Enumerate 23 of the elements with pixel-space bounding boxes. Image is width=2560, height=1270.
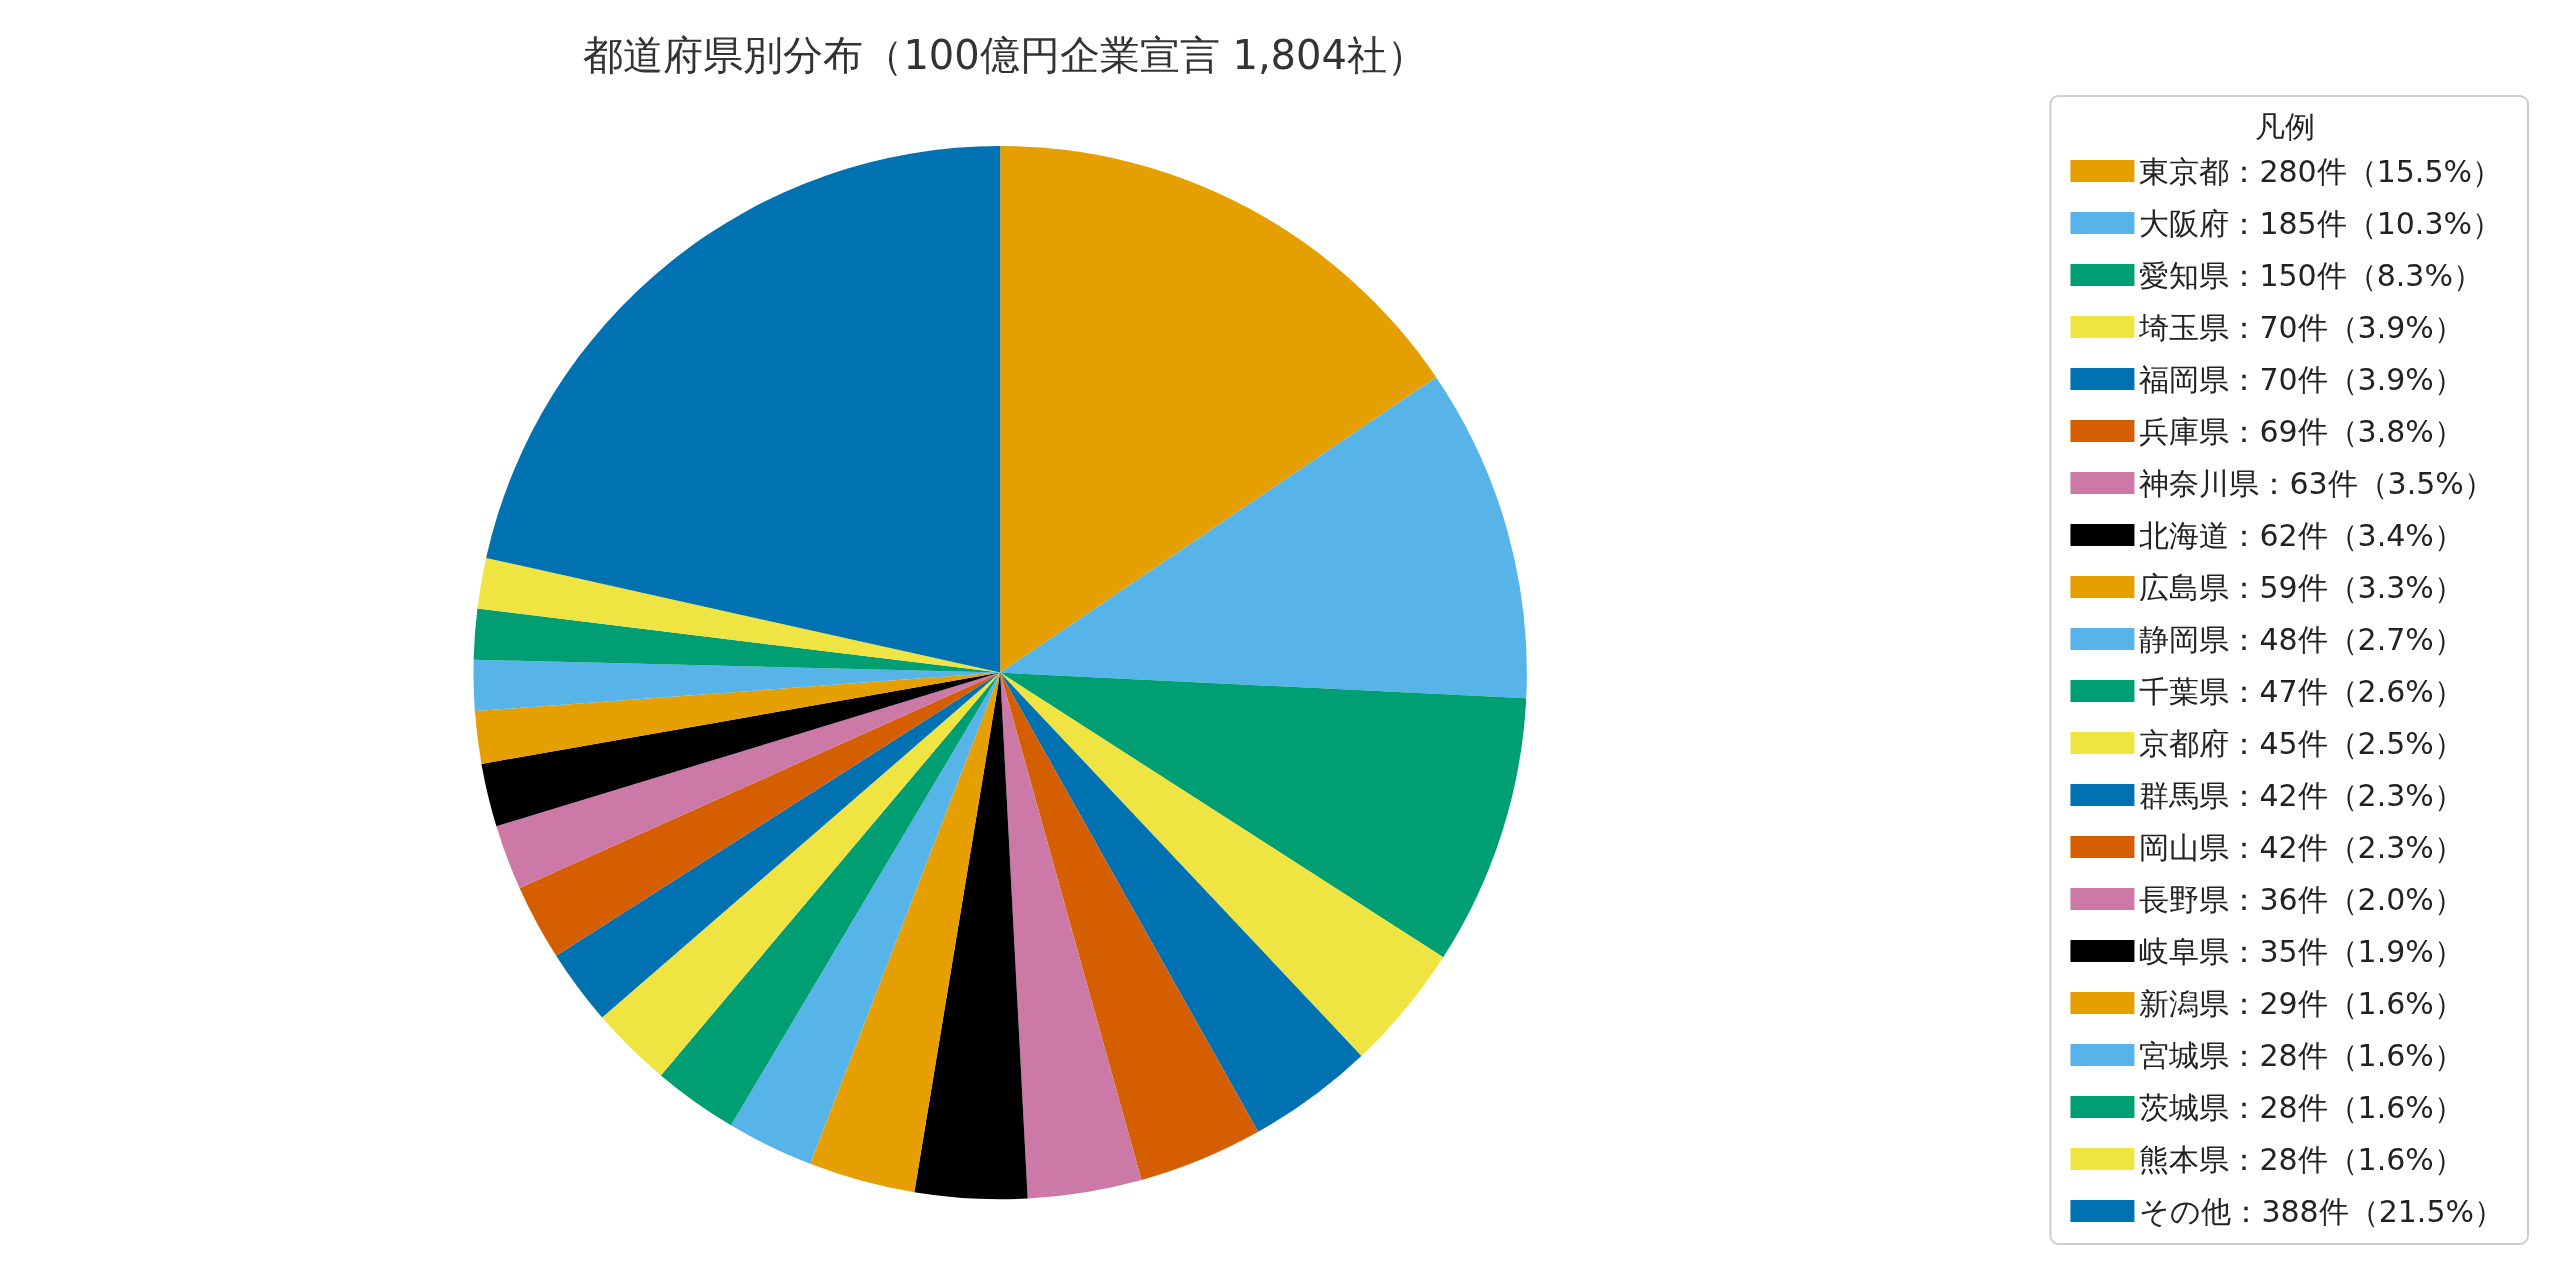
legend-label: 東京都：280件（15.5%）: [2139, 153, 2503, 189]
legend-label: 新潟県：29件（1.6%）: [2139, 985, 2464, 1021]
legend-label: 茨城県：28件（1.6%）: [2139, 1089, 2464, 1125]
legend-label: 静岡県：48件（2.7%）: [2139, 621, 2464, 657]
chart-title: 都道府県別分布（100億円企業宣言 1,804社）: [583, 32, 1427, 78]
legend-label: 長野県：36件（2.0%）: [2139, 881, 2464, 917]
legend-label: 群馬県：42件（2.3%）: [2139, 777, 2464, 813]
legend-label: 大阪府：185件（10.3%）: [2139, 205, 2503, 241]
legend-label: 岐阜県：35件（1.9%）: [2139, 933, 2464, 969]
legend-label: 神奈川県：63件（3.5%）: [2139, 465, 2494, 501]
legend-label: 愛知県：150件（8.3%）: [2139, 257, 2483, 293]
legend-label: 福岡県：70件（3.9%）: [2139, 361, 2464, 397]
legend-label: その他：388件（21.5%）: [2139, 1193, 2505, 1229]
legend-label: 千葉県：47件（2.6%）: [2139, 673, 2464, 709]
legend-label: 熊本県：28件（1.6%）: [2139, 1141, 2464, 1177]
legend-label: 北海道：62件（3.4%）: [2139, 517, 2464, 553]
legend-title: 凡例: [2255, 108, 2315, 144]
legend-label: 宮城県：28件（1.6%）: [2139, 1037, 2464, 1073]
legend-label: 兵庫県：69件（3.8%）: [2139, 413, 2464, 449]
legend-label: 京都府：45件（2.5%）: [2139, 725, 2464, 761]
legend-label: 広島県：59件（3.3%）: [2139, 569, 2464, 605]
legend-label: 岡山県：42件（2.3%）: [2139, 829, 2464, 865]
legend-label: 埼玉県：70件（3.9%）: [2138, 309, 2464, 345]
